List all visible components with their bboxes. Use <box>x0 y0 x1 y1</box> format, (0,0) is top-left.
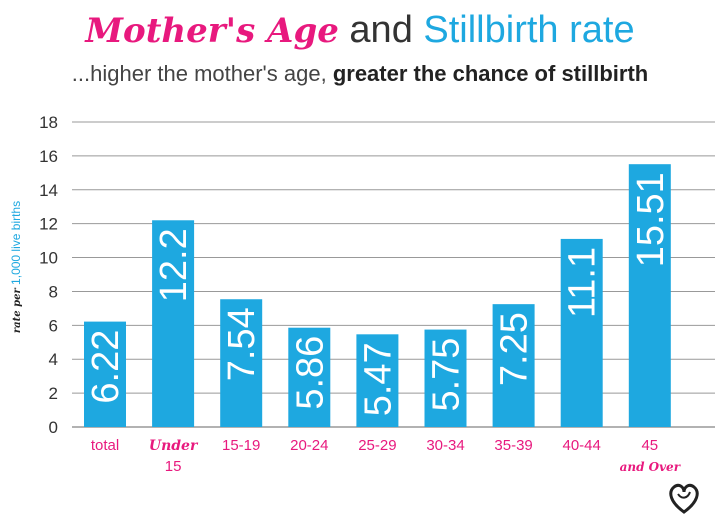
x-tick-label: 40-44 <box>563 437 601 454</box>
heart-logo-icon <box>669 483 699 514</box>
bar-value-label: 15.51 <box>630 172 672 267</box>
x-tick-label: 20-24 <box>290 437 328 454</box>
title-mothers-age: Mother's Age <box>85 11 339 51</box>
x-tick-label: 30-34 <box>426 437 464 454</box>
x-tick-label: total <box>91 437 119 454</box>
y-tick-label: 10 <box>39 249 58 268</box>
x-tick-label-line2: and Over <box>620 460 682 474</box>
bar <box>84 321 126 427</box>
subtitle-emphasis: greater the chance of stillbirth <box>332 61 649 86</box>
bar-value-label: 12.2 <box>153 228 195 302</box>
bar-value-label: 5.86 <box>289 336 331 410</box>
chart-title: Mother's Age and Stillbirth rate <box>0 8 720 53</box>
y-tick-label: 4 <box>49 350 58 369</box>
bar <box>560 238 603 427</box>
title-and: and <box>349 9 413 51</box>
bar-value-label: 7.25 <box>494 312 536 386</box>
y-tick-label: 18 <box>39 113 58 132</box>
bar <box>220 299 263 427</box>
x-tick-label: 25-29 <box>358 437 396 454</box>
y-tick-label: 12 <box>39 215 58 234</box>
x-tick-label-line2: 15 <box>165 458 182 475</box>
y-tick-label: 0 <box>49 418 58 437</box>
x-tick-label: Under <box>149 438 199 454</box>
y-tick-label: 8 <box>49 282 58 301</box>
y-tick-label: 16 <box>39 147 58 166</box>
bar <box>152 220 195 427</box>
y-tick-label: 6 <box>49 316 58 335</box>
bar-value-label: 5.47 <box>357 342 399 416</box>
x-tick-label: 35-39 <box>494 437 532 454</box>
bar-value-label: 6.22 <box>85 330 127 404</box>
subtitle-lead: ...higher the mother's age, <box>71 61 327 86</box>
y-tick-label: 14 <box>39 181 58 200</box>
x-tick-label: 45 <box>641 437 658 454</box>
bar-value-label: 11.1 <box>562 247 604 318</box>
x-tick-label: 15-19 <box>222 437 260 454</box>
y-tick-label: 2 <box>49 384 58 403</box>
bar-value-label: 5.75 <box>426 338 468 412</box>
bar <box>492 304 535 427</box>
bar-value-label: 7.54 <box>221 307 263 381</box>
bar <box>424 329 467 427</box>
bar <box>356 334 399 427</box>
bar <box>288 327 331 427</box>
chart-subtitle: ...higher the mother's age, greater the … <box>0 60 720 88</box>
bar <box>628 164 671 428</box>
title-stillbirth-rate: Stillbirth rate <box>423 9 635 51</box>
